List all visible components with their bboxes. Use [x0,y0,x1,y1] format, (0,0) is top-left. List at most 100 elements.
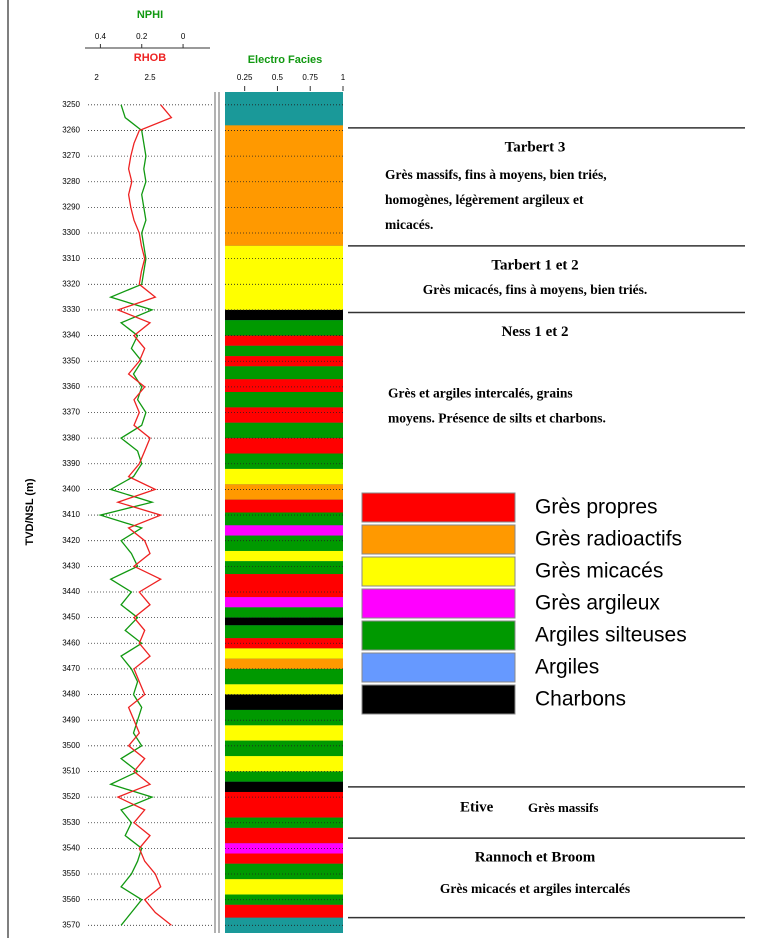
y-tick-label: 3400 [62,485,80,494]
facies-interval [225,771,343,782]
facies-interval [225,574,343,598]
facies-interval [225,512,343,526]
y-tick-label: 3360 [62,382,80,391]
facies-interval [225,817,343,828]
facies-interval [225,366,343,380]
y-tick-label: 3370 [62,408,80,417]
facies-interval [225,597,343,608]
facies-interval [225,320,343,336]
facies-interval [225,468,343,485]
zone-name: Rannoch et Broom [475,850,596,866]
facies-interval [225,791,343,818]
facies-interval [225,499,343,513]
x-tick-label: 0.25 [237,73,253,82]
x-tick-label: 0 [181,32,186,41]
zone-description: Grès micacés et argiles intercalés [440,881,630,896]
legend-swatch [361,684,516,715]
y-tick-label: 3550 [62,869,80,878]
x-tick-label: 0.4 [95,32,107,41]
facies-interval [225,694,343,710]
facies-interval [225,453,343,469]
y-tick-label: 3500 [62,741,80,750]
track-title: Electro Facies [248,54,323,66]
legend-swatch [361,652,516,683]
y-tick-label: 3330 [62,305,80,314]
zone-name: Ness 1 et 2 [501,324,568,340]
zone-name: Tarbert 1 et 2 [491,257,578,273]
facies-interval [225,658,343,669]
y-tick-label: 3470 [62,664,80,673]
y-tick-label: 3510 [62,767,80,776]
y-tick-label: 3530 [62,818,80,827]
x-tick-label: 0.2 [136,32,148,41]
y-tick-label: 3250 [62,100,80,109]
facies-interval [225,484,343,500]
x-tick-label: 1 [341,73,346,82]
facies-interval [225,391,343,408]
legend-swatch [361,620,516,651]
y-tick-label: 3460 [62,638,80,647]
x-tick-label: 2 [94,73,99,82]
facies-interval [225,550,343,562]
facies-interval [225,379,343,392]
legend-label: Charbons [535,688,626,711]
zone-description: micacés. [385,217,433,232]
facies-interval [225,827,343,844]
series-name: NPHI [137,9,163,21]
y-tick-label: 3490 [62,715,80,724]
facies-interval [225,781,343,792]
y-tick-label: 3410 [62,510,80,519]
zone-description: homogènes, légèrement argileux et [385,192,584,207]
zone-description: Grès micacés, fins à moyens, bien triés. [423,282,648,297]
legend-label: Grès argileux [535,592,660,615]
legend-label: Argiles [535,656,599,679]
facies-interval [225,345,343,357]
legend-swatch [361,492,516,523]
facies-interval [225,561,343,575]
y-tick-label: 3480 [62,690,80,699]
y-tick-label: 3440 [62,587,80,596]
facies-interval [225,740,343,757]
facies-interval [225,725,343,741]
facies-interval [225,617,343,626]
y-tick-label: 3300 [62,228,80,237]
legend-swatch [361,556,516,587]
log-curve [115,104,173,926]
facies-interval [225,879,343,895]
facies-interval [225,309,343,321]
legend-swatch [361,524,516,555]
facies-interval [225,863,343,880]
legend-label: Grès propres [535,496,658,519]
x-tick-label: 0.5 [272,73,284,82]
zone-description: Grès et argiles intercalés, grains [388,386,573,401]
zone-description: Grès massifs, fins à moyens, bien triés, [385,167,607,182]
facies-interval [225,438,343,454]
y-tick-label: 3270 [62,151,80,160]
y-tick-label: 3420 [62,536,80,545]
facies-interval [225,625,343,639]
facies-interval [225,684,343,695]
facies-interval [225,356,343,367]
log-curve [97,104,155,926]
facies-interval [225,422,343,439]
y-tick-label: 3560 [62,895,80,904]
y-axis-label: TVD/NSL (m) [24,478,36,545]
facies-interval [225,894,343,905]
facies-interval [225,668,343,685]
y-tick-label: 3290 [62,202,80,211]
legend-label: Argiles silteuses [535,624,687,647]
series-name: RHOB [134,52,166,64]
facies-interval [225,853,343,864]
y-tick-label: 3570 [62,920,80,929]
y-tick-label: 3280 [62,177,80,186]
y-tick-label: 3450 [62,613,80,622]
facies-interval [225,407,343,423]
facies-interval [225,843,343,854]
y-tick-label: 3320 [62,279,80,288]
facies-interval [225,607,343,618]
y-tick-label: 3540 [62,843,80,852]
facies-interval [225,535,343,551]
facies-interval [225,638,343,649]
